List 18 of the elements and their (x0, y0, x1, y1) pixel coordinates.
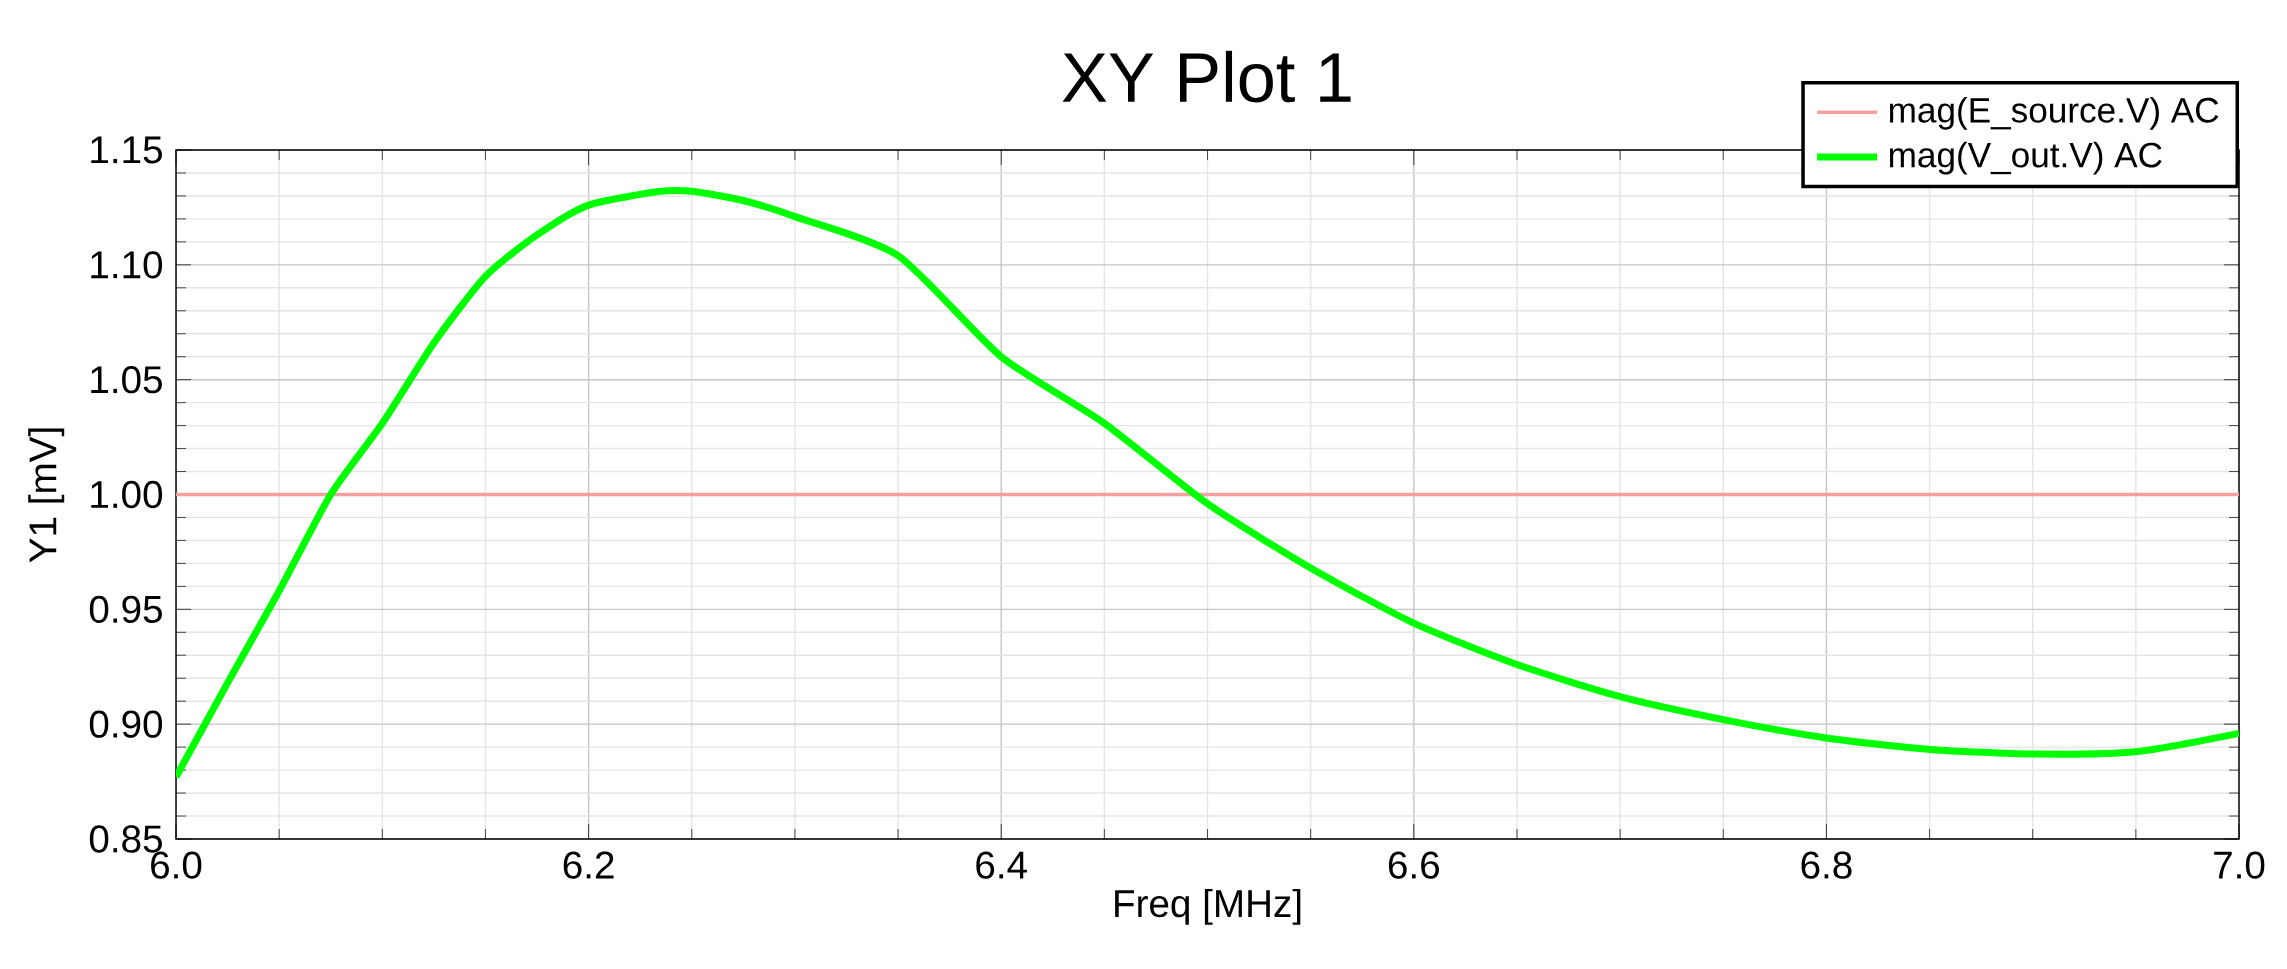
y-tick-label: 0.90 (89, 710, 163, 738)
legend-label: mag(V_out.V) AC (1889, 141, 2162, 175)
y-tick-label: 0.85 (89, 825, 162, 853)
y-tick-label: 1.05 (91, 366, 162, 394)
x-tick-label: 6.2 (563, 851, 614, 879)
chart-title: XY Plot 1 (1062, 50, 1351, 103)
y-tick-label: 1.00 (91, 480, 163, 509)
x-tick-label: 6.6 (1388, 851, 1439, 879)
y-tick-label: 1.10 (91, 251, 163, 279)
x-tick-label: 6.4 (976, 851, 1027, 879)
x-tick-label: 7.0 (2214, 851, 2265, 879)
x-tick-label: 6.8 (1801, 851, 1852, 879)
y-tick-label: 0.95 (89, 595, 162, 624)
y-tick-label: 1.15 (91, 136, 162, 164)
x-tick-label: 6.0 (151, 851, 202, 879)
y-axis-title: Y1 [mV] (28, 428, 65, 563)
legend-label: mag(E_source.V) AC (1889, 96, 2219, 130)
x-axis-title: Freq [MHz] (1115, 888, 1301, 925)
